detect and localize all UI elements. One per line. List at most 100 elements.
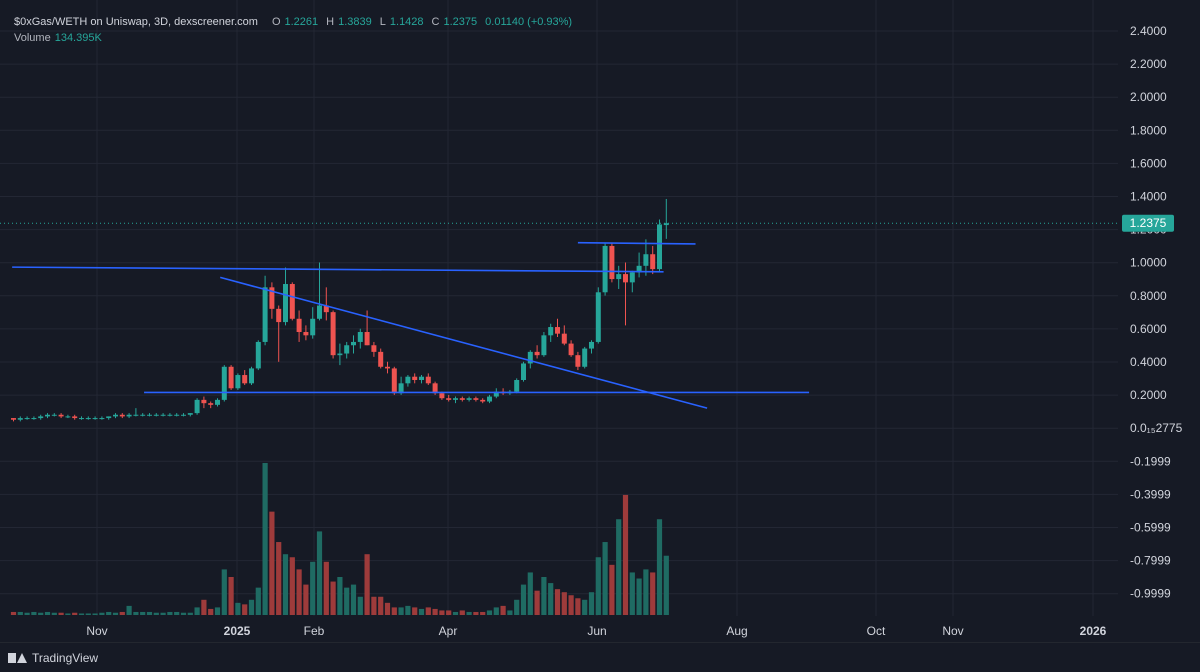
time-axis[interactable]: Nov 2025 Feb Apr Jun Aug Oct Nov 2026 [86, 624, 1106, 638]
volume-bar [187, 612, 193, 615]
candle [126, 413, 132, 419]
x-tick-label: Jun [587, 624, 606, 638]
volume-bar [51, 612, 57, 615]
candle [595, 287, 601, 344]
price-chart[interactable]: 2.40002.20002.00001.80001.60001.40001.20… [0, 0, 1200, 642]
candle-body [99, 418, 105, 420]
candle-body [24, 418, 30, 420]
x-tick-label: Nov [942, 624, 963, 638]
candle [317, 262, 322, 321]
candle [303, 325, 309, 341]
candle-body [330, 312, 336, 356]
volume-bar [405, 605, 411, 615]
candle-body [310, 318, 316, 336]
candle [541, 332, 547, 357]
volume-bar [262, 463, 268, 615]
volume-bar [514, 599, 520, 615]
volume-bar [507, 610, 513, 615]
candle [119, 413, 125, 419]
candle-body [17, 418, 23, 420]
candle-body [602, 245, 608, 293]
candle [582, 346, 588, 369]
candle [344, 341, 350, 359]
candle-body [289, 284, 295, 319]
volume-bar [296, 569, 302, 615]
candle-body [650, 254, 656, 270]
volume-bar [140, 611, 146, 615]
candle-body [589, 341, 594, 349]
candle-body [629, 272, 635, 283]
x-tick-label: Oct [867, 624, 886, 638]
candle-body [296, 318, 302, 333]
volume-bar [235, 602, 241, 615]
volume-bar [534, 590, 540, 615]
volume-value: 134.395K [54, 32, 102, 44]
candle [623, 262, 628, 326]
trendline[interactable] [12, 266, 664, 273]
volume-bar [636, 578, 642, 615]
volume-bar [112, 612, 119, 615]
y-tick-label: -0.7999 [1130, 554, 1171, 568]
candle-body [419, 376, 424, 381]
volume-bar [622, 494, 629, 615]
candle-body [45, 414, 50, 417]
tradingview-brand[interactable]: TradingView [8, 651, 98, 665]
candle-body [106, 416, 112, 419]
candle-body [480, 399, 486, 402]
trendline[interactable] [220, 276, 708, 409]
candle [527, 350, 533, 369]
candle-body [38, 416, 44, 419]
candle [602, 242, 608, 296]
volume-bar [24, 612, 30, 615]
candle [419, 375, 424, 384]
x-tick-label: Feb [304, 624, 325, 638]
y-tick-label: 1.8000 [1130, 123, 1167, 137]
candle [147, 413, 152, 417]
candle-body [31, 418, 37, 420]
candle [357, 328, 363, 349]
candle-body [643, 254, 649, 266]
candle-body [323, 305, 329, 313]
candle [215, 398, 220, 407]
candle-body [201, 399, 207, 404]
candle [160, 413, 166, 417]
candle [38, 414, 44, 420]
candle-body [364, 332, 370, 346]
candle [555, 318, 560, 337]
footer-bar: TradingView [0, 642, 1200, 672]
price-axis[interactable]: 2.40002.20002.00001.80001.60001.40001.20… [1130, 24, 1183, 601]
volume-bar [520, 584, 527, 615]
trendline[interactable] [577, 241, 696, 245]
candle [289, 282, 295, 321]
candle-body [79, 418, 84, 420]
y-tick-label: 0.2000 [1130, 388, 1167, 402]
volume-bar [303, 584, 309, 615]
volume-bar [119, 611, 125, 615]
candle [106, 416, 112, 420]
candle-body [636, 265, 642, 273]
candle-body [371, 345, 377, 352]
candle [85, 416, 91, 420]
candle-body [351, 341, 356, 346]
candle-body [174, 414, 180, 416]
y-tick-label: 1.4000 [1130, 190, 1167, 204]
volume-bar [106, 611, 112, 615]
candle-body [561, 333, 567, 344]
candle-body [575, 355, 581, 367]
volume-bar [527, 572, 533, 615]
candle [255, 340, 261, 371]
volume-bar [201, 599, 207, 615]
volume-bar [561, 592, 567, 615]
volume-bar [500, 605, 506, 615]
candle [351, 335, 356, 354]
volume-bar [378, 596, 384, 615]
candle [493, 388, 499, 399]
candle [534, 345, 540, 359]
candle [657, 219, 662, 273]
volume-bar [99, 612, 105, 615]
volume-bar [466, 611, 472, 615]
candle-body [555, 327, 560, 334]
y-tick-label: 2.2000 [1130, 57, 1167, 71]
volume-bar [371, 596, 377, 615]
candle-body [337, 353, 343, 356]
